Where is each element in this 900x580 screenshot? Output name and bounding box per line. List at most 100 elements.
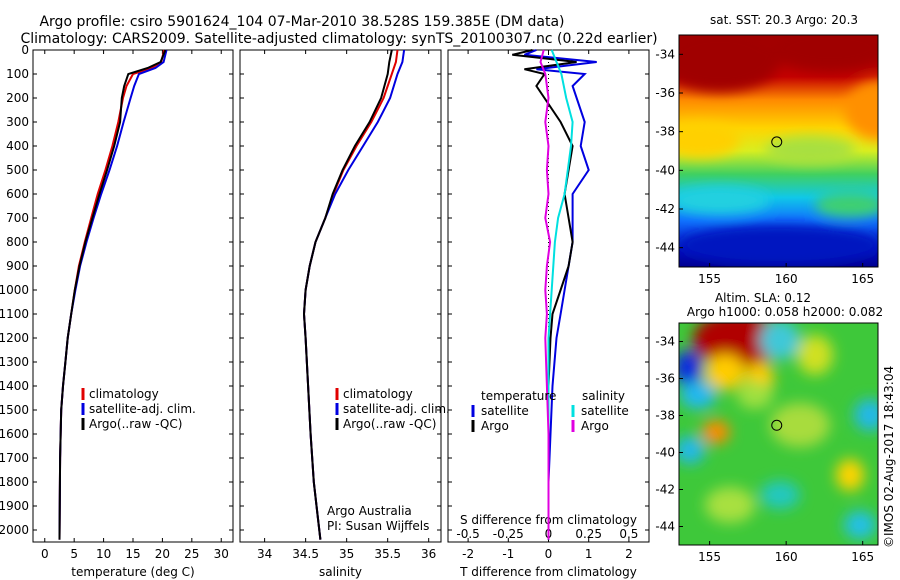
x-tick-label: 15 [125,547,140,561]
y-tick-label: 1300 [0,355,29,369]
legend-label: Argo [581,419,609,433]
plot-frame [32,49,234,543]
x-tick-label: 35.5 [374,547,401,561]
x-tick-label: 35 [339,547,354,561]
series-line [58,49,168,540]
x-tick-label: 0 [545,547,553,561]
y-tick-label: 1900 [0,499,29,513]
x-tick-label: 1 [585,547,593,561]
map-y-tick-label: -38 [655,409,675,423]
series-line [302,49,406,540]
sst-map-image [679,35,878,267]
series-line [512,49,577,540]
legend-label: satellite-adj. clim. [89,402,196,416]
map-frame [678,322,879,546]
map-x-tick-label: 155 [698,550,721,564]
map-y-tick-label: -44 [655,520,675,534]
y-tick-label: 1700 [0,451,29,465]
series-line [539,49,552,540]
x-tick-label: -2 [462,547,474,561]
map-y-tick-label: -36 [655,372,675,386]
x-tick-label: 5 [70,547,78,561]
top-tick-label: 0.25 [575,527,602,541]
x-tick-label: 34 [257,547,272,561]
x-tick-label: 34.5 [292,547,319,561]
y-tick-label: 200 [6,91,29,105]
plot-frame [239,49,442,543]
y-tick-label: 0 [21,43,29,57]
sst-map-axes: 155 160 165 -34 -36 -38 -40 -42 -44 [655,34,879,286]
title-line-2: Climatology: CARS2009. Satellite-adjuste… [20,31,657,47]
y-tick-label: 1800 [0,475,29,489]
map-y-tick-label: -34 [655,47,675,61]
sla-map-image [679,323,878,545]
legend-label: Argo(..raw -QC) [343,417,436,431]
y-tick-label: 100 [6,67,29,81]
top-tick-label: 0.5 [619,527,638,541]
legend-label: satellite [581,404,629,418]
legend-header: temperature [481,389,556,403]
top-tick-label: -0.5 [456,527,479,541]
sla-map-panel: Altim. SLA: 0.12 Argo h1000: 0.058 h2000… [655,291,883,564]
x-tick-label: 36 [421,547,436,561]
map-y-tick-label: -34 [655,335,675,349]
x-tick-label: 2 [625,547,633,561]
imos-stamp: ©IMOS 02-Aug-2017 18:43:04 [882,366,896,548]
map-frame [678,34,879,268]
map-x-tick-label: 165 [851,272,874,286]
legend-label: satellite [481,404,529,418]
map-x-tick-label: 160 [775,272,798,286]
map-x-tick-label: 155 [698,272,721,286]
y-tick-label: 1100 [0,307,29,321]
sla-map-title-1: Altim. SLA: 0.12 [715,291,811,305]
sst-map-panel: sat. SST: 20.3 Argo: 20.3 155 160 165 -34 -3… [655,13,879,286]
y-tick-label: 500 [6,163,29,177]
map-y-tick-label: -42 [655,483,675,497]
y-tick-label: 2000 [0,523,29,537]
map-y-tick-label: -36 [655,86,675,100]
y-tick-label: 1500 [0,403,29,417]
series-line [58,49,167,540]
map-y-tick-label: -42 [655,202,675,216]
map-y-tick-label: -40 [655,163,675,177]
x-axis-label: temperature (deg C) [71,565,194,579]
sst-float-marker [771,136,783,148]
x-tick-label: -1 [502,547,514,561]
annotation-line-1: Argo Australia [327,504,412,518]
top-tick-label: -0.25 [493,527,524,541]
y-tick-label: 300 [6,115,29,129]
title-line-1: Argo profile: csiro 5901624_104 07-Mar-2… [39,14,564,30]
sla-float-marker [771,419,783,431]
legend-label: climatology [343,387,413,401]
x-tick-label: 20 [155,547,170,561]
y-tick-label: 600 [6,187,29,201]
legend-label: Argo [481,419,509,433]
y-tick-label: 900 [6,259,29,273]
map-y-tick-label: -44 [655,241,675,255]
sla-map-title-2: Argo h1000: 0.058 h2000: 0.082 [687,305,883,319]
x-axis-label: T difference from climatology [459,565,637,579]
x-tick-label: 10 [96,547,111,561]
map-x-tick-label: 160 [775,550,798,564]
legend-label: climatology [89,387,159,401]
annotation-line-2: PI: Susan Wijffels [327,519,429,533]
temperature-panel: 0 5 10 15 20 25 300100200300400500600700800900… [0,43,234,579]
x-axis-label: salinity [319,565,362,579]
y-tick-label: 1400 [0,379,29,393]
x-tick-label: 30 [214,547,229,561]
legend-label: satellite-adj. clim. [343,402,450,416]
y-tick-label: 700 [6,211,29,225]
sla-map-axes: 155 160 165 -34 -36 -38 -40 -42 -44 [655,322,879,564]
y-tick-label: 1600 [0,427,29,441]
y-tick-label: 800 [6,235,29,249]
y-tick-label: 1000 [0,283,29,297]
series-line [302,49,399,540]
map-y-tick-label: -38 [655,125,675,139]
series-line [547,49,574,540]
y-tick-label: 400 [6,139,29,153]
map-y-tick-label: -40 [655,446,675,460]
x-tick-label: 25 [184,547,199,561]
sst-map-title: sat. SST: 20.3 Argo: 20.3 [710,13,858,27]
